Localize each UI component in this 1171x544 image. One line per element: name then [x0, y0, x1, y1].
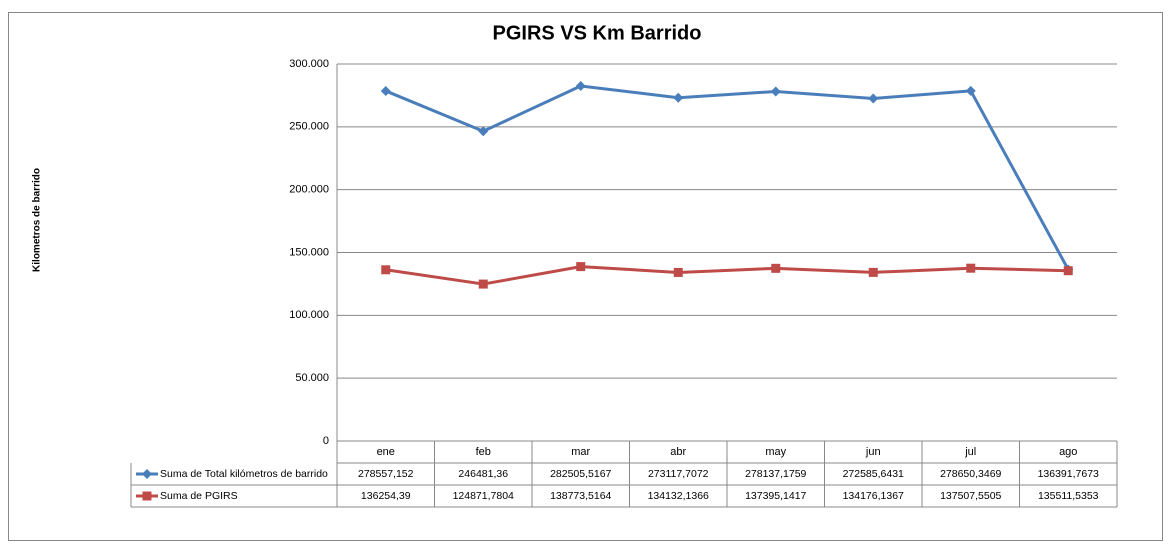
y-tick-label: 250.000	[289, 121, 329, 133]
x-tick-label: jun	[865, 446, 881, 458]
data-table-value: 136391,7673	[1038, 468, 1099, 480]
data-table-value: 278650,3469	[940, 468, 1001, 480]
marker	[771, 263, 781, 273]
data-table-value: 124871,7804	[453, 490, 514, 502]
data-table-value: 273117,7072	[648, 468, 709, 480]
x-tick-label: abr	[670, 446, 686, 458]
x-tick-label: mar	[571, 446, 590, 458]
x-tick-label: may	[765, 446, 786, 458]
data-table-value: 134132,1366	[648, 490, 709, 502]
marker	[381, 265, 391, 275]
data-table-value: 134176,1367	[843, 490, 904, 502]
marker	[966, 263, 976, 273]
chart-border	[8, 12, 1163, 541]
marker	[380, 85, 391, 96]
marker	[1063, 266, 1073, 276]
data-table-value: 272585,6431	[843, 468, 904, 480]
x-tick-label: feb	[476, 446, 491, 458]
x-tick-label: ene	[377, 446, 395, 458]
marker	[478, 279, 488, 289]
data-table-value: 282505,5167	[550, 468, 611, 480]
series-line	[385, 265, 1069, 286]
marker	[868, 267, 878, 277]
marker	[142, 469, 152, 479]
chart-title: PGIRS VS Km Barrido	[493, 22, 702, 44]
y-tick-label: 150.000	[289, 246, 329, 258]
data-table-value: 137395,1417	[745, 490, 806, 502]
legend-label: Suma de Total kilómetros de barrido	[160, 468, 328, 480]
y-tick-label: 300.000	[289, 58, 329, 70]
y-tick-label: 0	[323, 435, 329, 447]
data-table-value: 278137,1759	[745, 468, 806, 480]
data-table-value: 278557,152	[358, 468, 414, 480]
y-tick-label: 200.000	[289, 184, 329, 196]
x-tick-label: ago	[1059, 446, 1077, 458]
marker	[965, 85, 976, 96]
data-table-value: 135511,5353	[1038, 490, 1099, 502]
marker	[575, 80, 586, 91]
legend-label: Suma de PGIRS	[160, 490, 238, 502]
data-table-value: 138773,5164	[550, 490, 611, 502]
marker	[142, 491, 152, 501]
data-table-value: 137507,5505	[940, 490, 1001, 502]
marker	[673, 267, 683, 277]
series-line	[385, 84, 1070, 271]
x-tick-label: jul	[964, 446, 976, 458]
marker	[576, 262, 586, 272]
y-tick-label: 100.000	[289, 309, 329, 321]
data-table-value: 246481,36	[458, 468, 508, 480]
y-axis-label: Kilometros de barrido	[32, 168, 43, 272]
y-tick-label: 50.000	[295, 372, 329, 384]
marker	[478, 126, 489, 137]
marker	[868, 93, 879, 104]
marker	[770, 86, 781, 97]
data-table-value: 136254,39	[361, 490, 411, 502]
marker	[673, 92, 684, 103]
